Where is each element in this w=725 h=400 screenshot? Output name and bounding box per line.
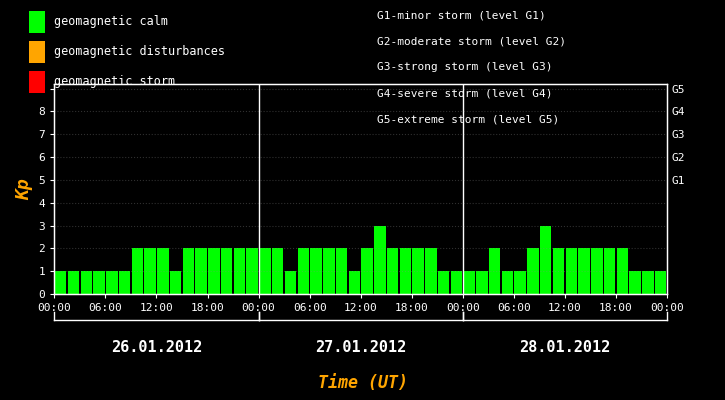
Bar	[591, 248, 602, 294]
Bar	[502, 271, 513, 294]
Bar	[94, 271, 105, 294]
Bar	[566, 248, 577, 294]
Text: geomagnetic storm: geomagnetic storm	[54, 76, 175, 88]
Bar	[361, 248, 373, 294]
Text: 26.01.2012: 26.01.2012	[111, 340, 202, 356]
Bar	[272, 248, 283, 294]
Bar	[247, 248, 258, 294]
Text: Time (UT): Time (UT)	[318, 374, 407, 392]
Bar	[629, 271, 641, 294]
Bar	[310, 248, 322, 294]
Text: geomagnetic disturbances: geomagnetic disturbances	[54, 46, 225, 58]
Bar	[604, 248, 616, 294]
Bar	[476, 271, 488, 294]
Bar	[552, 248, 564, 294]
Bar	[336, 248, 347, 294]
Text: G4-severe storm (level G4): G4-severe storm (level G4)	[377, 88, 552, 98]
Bar	[157, 248, 169, 294]
Text: G3-strong storm (level G3): G3-strong storm (level G3)	[377, 62, 552, 72]
Bar	[80, 271, 92, 294]
Text: 27.01.2012: 27.01.2012	[315, 340, 406, 356]
Text: geomagnetic calm: geomagnetic calm	[54, 16, 167, 28]
Bar	[642, 271, 654, 294]
Bar	[425, 248, 436, 294]
Bar	[540, 226, 552, 294]
Bar	[221, 248, 233, 294]
Bar	[55, 271, 67, 294]
Bar	[297, 248, 309, 294]
Bar	[196, 248, 207, 294]
Text: G1-minor storm (level G1): G1-minor storm (level G1)	[377, 10, 546, 20]
Bar	[323, 248, 334, 294]
Bar	[208, 248, 220, 294]
Bar	[233, 248, 245, 294]
Bar	[285, 271, 297, 294]
Bar	[655, 271, 666, 294]
Bar	[489, 248, 500, 294]
Text: G5-extreme storm (level G5): G5-extreme storm (level G5)	[377, 114, 559, 124]
Bar	[579, 248, 589, 294]
Bar	[106, 271, 117, 294]
Bar	[387, 248, 398, 294]
Bar	[183, 248, 194, 294]
Bar	[451, 271, 462, 294]
Bar	[349, 271, 360, 294]
Bar	[132, 248, 143, 294]
Bar	[144, 248, 156, 294]
Bar	[399, 248, 411, 294]
Text: G2-moderate storm (level G2): G2-moderate storm (level G2)	[377, 36, 566, 46]
Bar	[515, 271, 526, 294]
Bar	[463, 271, 475, 294]
Bar	[374, 226, 386, 294]
Bar	[438, 271, 450, 294]
Bar	[527, 248, 539, 294]
Bar	[413, 248, 424, 294]
Bar	[119, 271, 130, 294]
Bar	[170, 271, 181, 294]
Bar	[260, 248, 270, 294]
Y-axis label: Kp: Kp	[15, 178, 33, 200]
Bar	[67, 271, 79, 294]
Text: 28.01.2012: 28.01.2012	[519, 340, 610, 356]
Bar	[616, 248, 628, 294]
